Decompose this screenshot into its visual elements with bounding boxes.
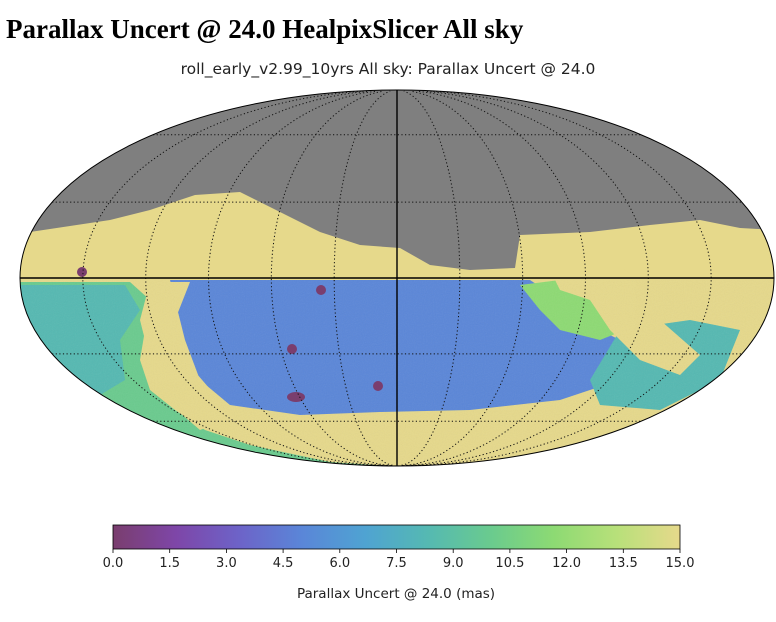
region-no-data — [20, 90, 774, 270]
colorbar-tick-label: 6.0 — [329, 556, 350, 571]
graticule — [52, 90, 742, 466]
colorbar: 0.0 1.5 3.0 4.5 6.0 7.5 9.0 10.5 12.0 13.5 15.0 Pa… — [103, 524, 695, 602]
graticule-meridian — [207, 90, 395, 466]
plot-title: roll_early_v2.99_10yrs All sky: Parallax… — [180, 60, 596, 78]
colorbar-tick-label: 1.5 — [159, 556, 180, 571]
ddf-4 — [373, 381, 383, 391]
colorbar-tick-label: 13.5 — [609, 556, 638, 571]
ddf-1 — [77, 267, 87, 277]
graticule-meridian — [400, 90, 649, 466]
page-title: Parallax Uncert @ 24.0 HealpixSlicer All… — [6, 14, 524, 44]
colorbar-tick-label: 7.5 — [386, 556, 407, 571]
colorbar-tick-label: 15.0 — [666, 556, 695, 571]
graticule-meridian — [399, 90, 587, 466]
ddf-3 — [287, 344, 297, 354]
colorbar-tick-label: 4.5 — [273, 556, 294, 571]
graticule-meridian — [401, 90, 712, 466]
colorbar-tick-label: 0.0 — [103, 556, 124, 571]
ddf-5 — [287, 392, 305, 402]
colorbar-tick-label: 10.5 — [495, 556, 524, 571]
colorbar-tick-label: 3.0 — [216, 556, 237, 571]
graticule-meridian — [333, 90, 397, 466]
colorbar-title: Parallax Uncert @ 24.0 (mas) — [297, 586, 495, 602]
colorbar-tick-label: 9.0 — [443, 556, 464, 571]
graticule-meridian — [82, 90, 393, 466]
ddf-2 — [316, 285, 326, 295]
graticule-meridian — [145, 90, 394, 466]
colorbar-tick-label: 12.0 — [552, 556, 581, 571]
colorbar-gradient — [112, 524, 681, 550]
